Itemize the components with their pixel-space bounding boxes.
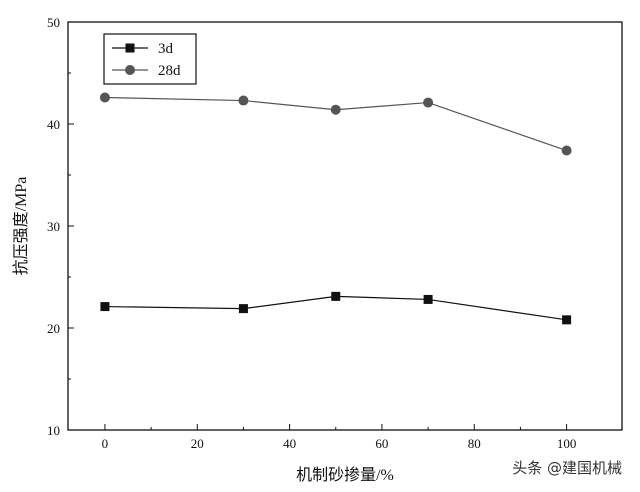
- y-axis-title: 抗压强度/MPa: [12, 177, 30, 276]
- data-point-3d: [238, 304, 248, 314]
- x-tick-label: 0: [102, 436, 109, 451]
- legend-label-28d: 28d: [158, 63, 181, 79]
- data-point-28d: [423, 97, 434, 108]
- legend-label-3d: 3d: [158, 41, 174, 57]
- legend-marker-3d: [125, 43, 135, 53]
- data-point-3d: [562, 315, 572, 325]
- y-tick-label: 40: [47, 117, 60, 132]
- legend-box: [103, 33, 197, 85]
- watermark: 头条 @建国机械: [512, 459, 622, 477]
- axes: 0 20 40 60 80 100 10 20 30 40 50: [47, 15, 623, 451]
- x-tick-label: 20: [191, 436, 204, 451]
- data-point-28d: [330, 104, 341, 115]
- data-point-28d: [99, 92, 110, 103]
- data-point-28d: [238, 95, 249, 106]
- x-tick-label: 80: [468, 436, 481, 451]
- data-point-28d: [561, 145, 572, 156]
- y-tick-label: 20: [47, 321, 60, 336]
- data-point-3d: [100, 302, 110, 312]
- y-tick-label: 30: [47, 219, 60, 234]
- x-axis-title: 机制砂掺量/%: [296, 466, 394, 484]
- legend-marker-28d: [125, 65, 135, 75]
- data-point-3d: [423, 294, 433, 304]
- data-point-3d: [331, 291, 341, 301]
- x-tick-label: 60: [375, 436, 388, 451]
- x-tick-label: 100: [557, 436, 577, 451]
- y-tick-label: 10: [47, 423, 60, 438]
- y-tick-label: 50: [47, 15, 60, 30]
- x-tick-label: 40: [283, 436, 296, 451]
- series-group: [99, 92, 572, 325]
